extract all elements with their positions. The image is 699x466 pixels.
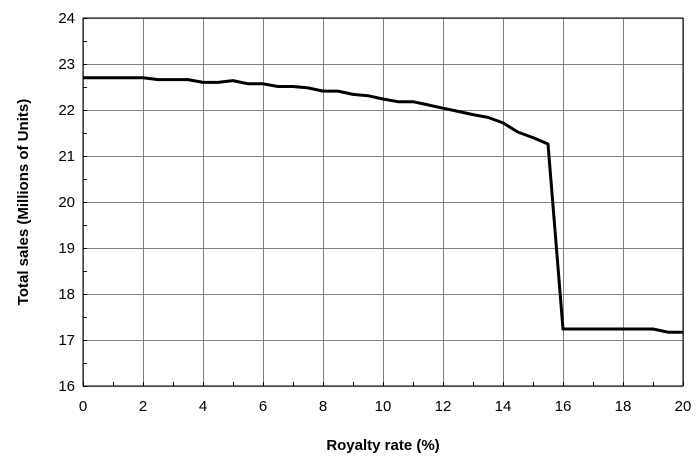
series-line (83, 76, 683, 334)
data-point (562, 328, 565, 331)
x-tick-label: 4 (199, 398, 207, 415)
data-point (202, 81, 205, 84)
data-point (607, 328, 610, 331)
x-tick-label: 8 (319, 398, 327, 415)
x-tick-label: 0 (79, 398, 87, 415)
data-point (337, 90, 340, 93)
y-tick-label: 23 (58, 56, 75, 73)
plot-area-frame (82, 17, 684, 387)
data-point (262, 82, 265, 85)
y-tick-label: 21 (58, 148, 75, 165)
data-point (682, 331, 685, 334)
data-point (637, 328, 640, 331)
y-tick-label: 24 (58, 10, 75, 27)
x-tick-label: 18 (615, 398, 632, 415)
data-point (397, 100, 400, 103)
data-point (592, 328, 595, 331)
data-point (142, 76, 145, 79)
data-point (127, 76, 130, 79)
x-tick-label: 10 (375, 398, 392, 415)
x-tick-label: 12 (435, 398, 452, 415)
data-point (427, 103, 430, 106)
data-point (502, 121, 505, 124)
y-tick-label: 20 (58, 194, 75, 211)
y-tick-label: 16 (58, 378, 75, 395)
data-point (172, 78, 175, 81)
x-tick-label: 20 (675, 398, 692, 415)
y-axis-tick-labels: 16 17 18 19 20 21 22 23 24 (58, 10, 75, 395)
data-point (307, 86, 310, 89)
data-point (97, 76, 100, 79)
data-point (112, 76, 115, 79)
data-point (232, 79, 235, 82)
data-point (442, 107, 445, 110)
data-point (82, 76, 85, 79)
x-axis-tick-labels: 0 2 4 6 8 10 12 14 16 18 20 (79, 398, 692, 415)
y-tick-label: 17 (58, 332, 75, 349)
data-point (367, 94, 370, 97)
minor-ticks (83, 18, 684, 387)
data-point (382, 98, 385, 101)
y-tick-label: 22 (58, 102, 75, 119)
x-tick-label: 16 (555, 398, 572, 415)
data-point (532, 136, 535, 139)
series-layer (82, 76, 685, 334)
data-point (352, 93, 355, 96)
data-point (247, 82, 250, 85)
y-tick-label: 18 (58, 286, 75, 303)
data-point (277, 85, 280, 88)
data-point (157, 78, 160, 81)
x-tick-label: 14 (495, 398, 512, 415)
x-tick-label: 6 (259, 398, 267, 415)
data-point (622, 328, 625, 331)
data-point (457, 110, 460, 113)
data-point (487, 116, 490, 119)
data-point (322, 90, 325, 93)
data-point (547, 143, 550, 146)
data-point (577, 328, 580, 331)
data-point (472, 113, 475, 116)
data-point (217, 81, 220, 84)
x-axis-title: Royalty rate (%) (326, 437, 439, 454)
data-point (652, 328, 655, 331)
y-axis-title: Total sales (Millions of Units) (15, 99, 32, 305)
data-point (667, 331, 670, 334)
data-point (412, 100, 415, 103)
data-point (292, 85, 295, 88)
y-tick-label: 19 (58, 240, 75, 257)
x-tick-label: 2 (139, 398, 147, 415)
data-point (187, 78, 190, 81)
data-point (517, 131, 520, 134)
